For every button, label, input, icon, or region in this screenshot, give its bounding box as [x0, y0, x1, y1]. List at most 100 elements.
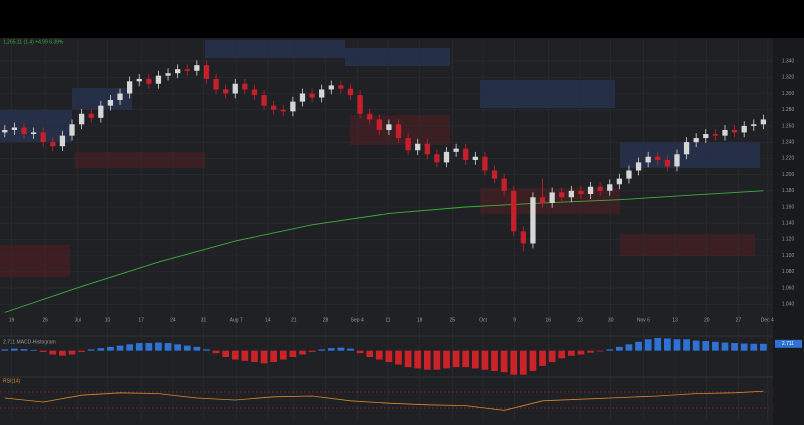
histogram-bar [212, 350, 220, 354]
x-tick-label: 30 [608, 317, 614, 323]
y-tick-label: 1.060 [782, 285, 795, 291]
histogram-bar [750, 343, 758, 351]
x-tick-label: 26 [42, 317, 48, 323]
candle-body [98, 105, 104, 118]
candle-body [165, 73, 171, 76]
candle-body [30, 132, 37, 135]
x-tick-label: Sep 4 [351, 317, 364, 323]
macd-title: 2.711 MACD-Histogram [3, 339, 56, 345]
histogram-bar [712, 341, 719, 351]
histogram-bar [548, 350, 556, 363]
candle-body [607, 184, 613, 191]
candle-body [751, 124, 757, 126]
x-tick-label: 13 [672, 317, 678, 323]
candle-body [424, 143, 430, 155]
histogram-bar [721, 342, 729, 351]
candle-body [453, 148, 459, 152]
x-tick-label: Oct [479, 317, 487, 323]
candle-body [69, 124, 75, 136]
candle-body [290, 101, 296, 112]
x-tick-label: Aug 7 [230, 317, 243, 323]
candle-body [251, 89, 258, 96]
histogram-bar [385, 350, 393, 363]
zone [0, 245, 70, 277]
rsi-line [4, 390, 764, 411]
y-tick-label: 1.040 [782, 302, 795, 308]
x-tick-label: 19 [9, 317, 15, 323]
histogram-bar [241, 350, 249, 361]
price-axis [773, 38, 804, 425]
y-tick-label: 1.140 [782, 221, 795, 227]
histogram-bar [308, 350, 316, 352]
x-tick-label: 14 [265, 317, 271, 323]
candle-body [299, 93, 306, 102]
candle-body [88, 113, 94, 118]
histogram-bar [481, 350, 489, 370]
histogram-bar [664, 338, 671, 351]
candle-body [184, 69, 190, 71]
candle-body [463, 148, 469, 160]
zone [75, 152, 205, 168]
histogram-bar [577, 350, 585, 355]
histogram-bar [510, 350, 518, 375]
candle-body [568, 190, 574, 198]
candle-body [261, 95, 267, 106]
candle-body [59, 135, 66, 147]
y-tick-label: 1.340 [782, 58, 795, 64]
candle-body [731, 129, 738, 133]
zone [205, 40, 345, 58]
y-tick-label: 1.280 [782, 107, 795, 113]
candle-body [117, 93, 123, 100]
histogram-bar [231, 350, 239, 360]
histogram-bar [452, 350, 460, 368]
histogram-bar [443, 350, 450, 369]
histogram-bar [375, 350, 383, 360]
x-tick-label: 28 [323, 317, 329, 323]
histogram-bar [327, 348, 335, 351]
histogram-bar [299, 350, 306, 355]
y-tick-label: 1.120 [782, 237, 795, 243]
histogram-bar [702, 341, 710, 351]
candle-body [616, 178, 623, 185]
x-tick-label: 25 [449, 317, 455, 323]
histogram-bar [529, 350, 537, 371]
histogram-bar [606, 349, 614, 351]
histogram-bar [222, 350, 230, 357]
histogram-bar [471, 350, 479, 369]
x-tick-label: 17 [138, 317, 144, 323]
candle-body [482, 156, 488, 171]
candle-body [309, 93, 315, 98]
histogram-bar [78, 350, 85, 352]
candle-body [21, 127, 27, 135]
candle-body [760, 119, 767, 125]
candle-body [347, 88, 354, 96]
y-tick-label: 1.320 [782, 75, 795, 81]
x-tick-label: 21 [291, 317, 297, 323]
candle-body [175, 69, 181, 74]
histogram-bar [20, 349, 28, 351]
candle-body [626, 170, 632, 179]
candle-body [703, 134, 709, 139]
histogram-bar [654, 338, 662, 351]
histogram-bar [615, 346, 623, 351]
candle-body [11, 127, 18, 130]
candle-body [501, 178, 507, 191]
candle-body [443, 151, 450, 163]
candle-body [530, 197, 536, 244]
candle-body [655, 156, 661, 160]
histogram-bar [251, 350, 258, 363]
candle-body [712, 134, 719, 136]
x-tick-label: Dec 4 [761, 317, 774, 323]
candle-body [491, 170, 498, 179]
histogram-bar [692, 340, 700, 351]
x-tick-label: 11 [385, 317, 390, 323]
histogram-bar [539, 350, 546, 366]
candle-body [223, 89, 229, 94]
histogram-bar [87, 349, 95, 351]
y-tick-label: 1.220 [782, 156, 795, 162]
candle-body [367, 113, 373, 120]
histogram-bar [97, 348, 105, 351]
histogram-bar [164, 343, 172, 351]
zone [620, 234, 755, 256]
candle-body [280, 109, 286, 112]
